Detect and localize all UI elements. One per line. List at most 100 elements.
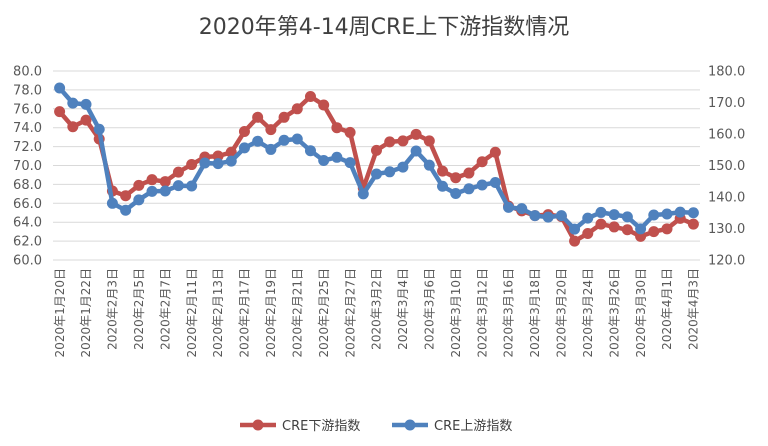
- data-point: [463, 183, 475, 195]
- data-point: [621, 211, 633, 223]
- data-point: [120, 204, 132, 216]
- left-tick-label: 64.0: [13, 216, 42, 231]
- right-tick-label: 170.0: [708, 96, 745, 111]
- x-tick-label: 2020年2月17日: [238, 268, 252, 357]
- x-tick-label: 2020年2月5日: [132, 268, 146, 350]
- data-point: [80, 114, 92, 126]
- data-point: [344, 126, 356, 138]
- x-tick-label: 2020年3月10日: [449, 268, 463, 357]
- x-tick-label: 2020年3月26日: [607, 268, 621, 357]
- x-tick-label: 2020年2月25日: [317, 268, 331, 357]
- data-point: [159, 185, 171, 197]
- data-point: [67, 121, 79, 133]
- data-point: [410, 128, 422, 140]
- legend-label: CRE下游指数: [282, 419, 360, 434]
- data-point: [238, 142, 250, 154]
- data-point: [80, 98, 92, 110]
- data-point: [225, 146, 237, 158]
- data-point: [476, 156, 488, 168]
- left-tick-label: 66.0: [13, 197, 42, 212]
- left-tick-label: 60.0: [13, 254, 42, 269]
- data-point: [489, 177, 501, 189]
- right-tick-label: 130.0: [708, 222, 745, 237]
- data-point: [278, 111, 290, 123]
- x-tick-label: 2020年3月24日: [581, 268, 595, 357]
- data-point: [291, 133, 303, 145]
- data-point: [661, 208, 673, 220]
- x-tick-label: 2020年2月21日: [290, 268, 304, 357]
- data-point: [238, 125, 250, 137]
- left-tick-label: 74.0: [13, 121, 42, 136]
- data-point: [344, 157, 356, 169]
- data-point: [357, 188, 369, 200]
- data-point: [595, 206, 607, 218]
- data-point: [516, 203, 528, 215]
- data-point: [225, 155, 237, 167]
- data-point: [67, 97, 79, 109]
- legend-item-2: CRE上游指数: [392, 419, 512, 434]
- series-2: [54, 82, 699, 235]
- data-point: [252, 135, 264, 147]
- x-tick-label: 2020年4月3日: [687, 268, 701, 350]
- x-tick-label: 2020年2月3日: [106, 268, 120, 350]
- data-point: [172, 180, 184, 192]
- data-point: [54, 82, 66, 94]
- data-point: [555, 210, 567, 222]
- data-point: [172, 166, 184, 178]
- data-point: [265, 124, 277, 136]
- data-point: [384, 166, 396, 178]
- data-point: [542, 211, 554, 223]
- left-tick-label: 72.0: [13, 140, 42, 155]
- data-point: [331, 151, 343, 163]
- x-tick-label: 2020年2月7日: [158, 268, 172, 350]
- x-tick-label: 2020年2月11日: [185, 268, 199, 357]
- data-point: [212, 150, 224, 162]
- right-tick-label: 150.0: [708, 159, 745, 174]
- x-tick-label: 2020年3月16日: [502, 268, 516, 357]
- left-tick-label: 76.0: [13, 102, 42, 117]
- data-point: [450, 172, 462, 184]
- legend-item-1: CRE下游指数: [240, 419, 360, 434]
- data-point: [54, 106, 66, 118]
- data-point: [582, 228, 594, 240]
- data-point: [304, 145, 316, 157]
- x-axis: 2020年1月20日 2020年1月22日 2020年2月3日 2020年2月5日 20…: [53, 268, 701, 357]
- left-tick-label: 68.0: [13, 178, 42, 193]
- right-tick-label: 180.0: [708, 65, 745, 80]
- x-tick-label: 2020年3月12日: [475, 268, 489, 357]
- data-point: [265, 143, 277, 155]
- left-tick-label: 80.0: [13, 65, 42, 80]
- data-point: [291, 103, 303, 115]
- data-point: [476, 179, 488, 191]
- data-point: [608, 209, 620, 221]
- data-point: [489, 146, 501, 158]
- data-point: [397, 161, 409, 173]
- x-tick-label: 2020年4月1日: [660, 268, 674, 350]
- data-point: [120, 190, 132, 202]
- data-point: [503, 201, 515, 213]
- data-point: [331, 122, 343, 134]
- data-point: [93, 123, 105, 135]
- data-point: [450, 188, 462, 200]
- data-point: [687, 207, 699, 219]
- data-point: [635, 230, 647, 242]
- series-1: [54, 91, 699, 247]
- data-point: [687, 218, 699, 230]
- left-tick-label: 78.0: [13, 83, 42, 98]
- legend-swatch-marker: [404, 419, 416, 431]
- data-point: [159, 176, 171, 188]
- left-axis: 60.0 62.0 64.0 66.0 68.0 70.0 72.0 74.0 76.0 78.0…: [13, 65, 42, 269]
- data-point: [212, 158, 224, 170]
- x-tick-label: 2020年2月19日: [264, 268, 278, 357]
- right-tick-label: 140.0: [708, 191, 745, 206]
- data-point: [621, 224, 633, 236]
- data-point: [186, 180, 198, 192]
- data-point: [106, 197, 118, 209]
- right-tick-label: 120.0: [708, 254, 745, 269]
- x-tick-label: 2020年1月22日: [79, 268, 93, 357]
- legend: CRE下游指数 CRE上游指数: [240, 419, 512, 434]
- data-point: [252, 111, 264, 123]
- x-tick-label: 2020年3月30日: [634, 268, 648, 357]
- data-point: [648, 226, 660, 238]
